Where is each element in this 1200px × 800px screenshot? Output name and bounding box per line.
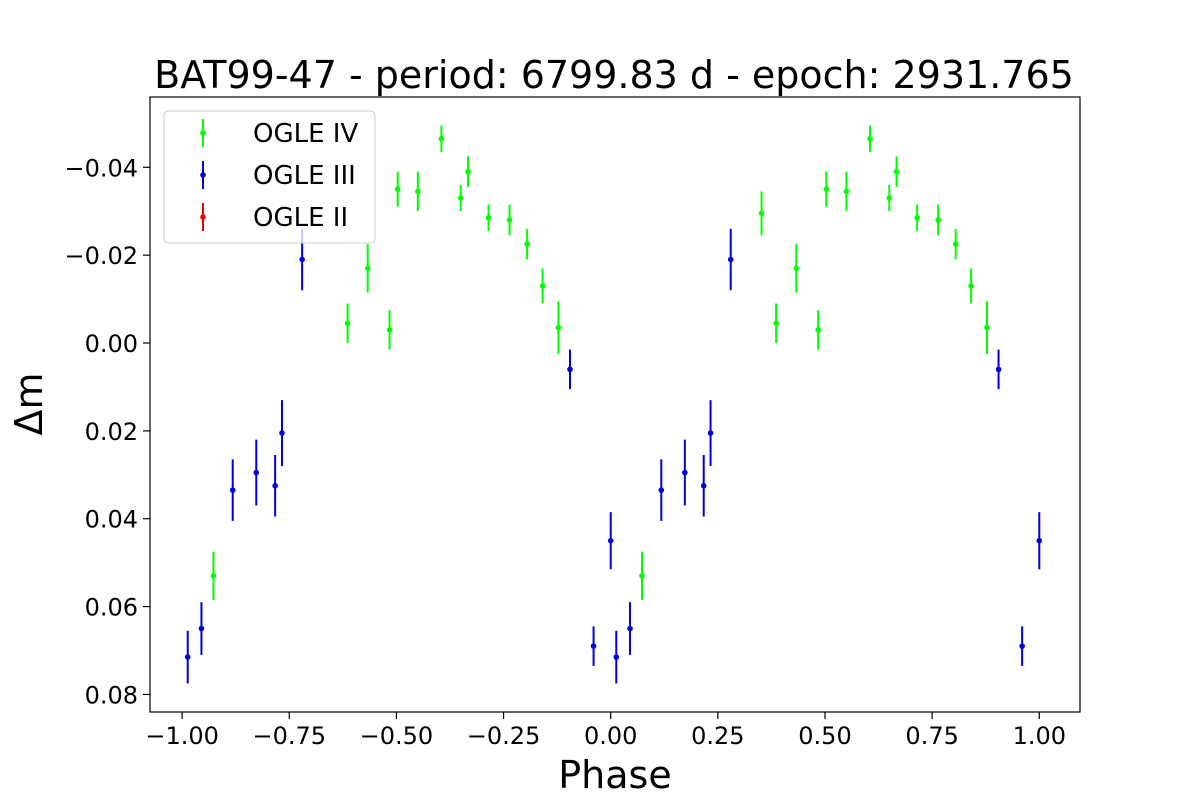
legend-label: OGLE IV: [253, 119, 358, 149]
data-point: [613, 654, 620, 660]
x-tick-label: −0.25: [467, 722, 541, 750]
y-tick-label: −0.02: [64, 242, 138, 270]
x-tick-label: −0.50: [360, 722, 434, 750]
data-point: [867, 135, 873, 142]
data-point: [299, 256, 305, 263]
data-point: [485, 215, 492, 221]
data-point: [823, 186, 830, 193]
data-point: [184, 654, 191, 660]
data-point: [658, 487, 665, 493]
data-point: [886, 195, 893, 201]
data-point: [1036, 537, 1043, 544]
x-axis-label: Phase: [558, 753, 671, 797]
data-point: [707, 430, 714, 436]
x-axis: −1.00 −0.75 −0.50 −0.25 0.00 0.25 0.50 0.75 1.00: [145, 712, 1066, 750]
data-point: [727, 256, 734, 263]
legend-marker-dot: [200, 172, 206, 178]
x-tick-label: −0.75: [253, 722, 327, 750]
data-point: [210, 573, 217, 579]
data-point: [386, 327, 393, 333]
plot-area: [184, 125, 1043, 684]
data-point: [935, 217, 941, 223]
data-point: [700, 482, 707, 489]
legend-frame: [163, 110, 376, 244]
y-tick-label: 0.04: [85, 506, 138, 534]
x-tick-label: 0.50: [798, 722, 851, 750]
x-tick-label: 0.00: [584, 722, 637, 750]
data-point: [773, 320, 779, 327]
data-point: [1019, 643, 1025, 649]
data-point: [984, 324, 990, 331]
data-point: [793, 265, 800, 272]
data-point: [567, 366, 573, 373]
x-tick-label: −1.00: [145, 722, 219, 750]
series-ogle-iv: [210, 125, 990, 600]
data-point: [893, 168, 900, 175]
data-point: [607, 537, 614, 544]
data-point: [524, 241, 530, 247]
data-point: [815, 327, 821, 333]
data-point: [682, 469, 688, 476]
legend-item-ogle-iv: OGLE IV: [200, 119, 358, 149]
data-point: [465, 168, 471, 175]
data-point: [344, 320, 351, 327]
series-ogle-iii: [184, 228, 1043, 684]
data-point: [968, 283, 974, 289]
data-point: [555, 324, 562, 331]
data-point: [506, 217, 513, 223]
data-point: [457, 195, 464, 201]
data-point: [914, 215, 920, 221]
y-tick-label: −0.04: [64, 154, 138, 182]
x-tick-label: 0.25: [691, 722, 744, 750]
y-axis: −0.04 −0.02 0.00 0.02 0.04 0.06 0.08: [64, 154, 150, 709]
data-point: [758, 210, 765, 217]
data-point: [995, 366, 1002, 373]
y-tick-label: 0.00: [85, 330, 138, 358]
plot-frame: [149, 96, 1081, 713]
data-point: [639, 573, 645, 579]
data-point: [394, 186, 401, 193]
legend-item-ogle-iii: OGLE III: [200, 161, 356, 191]
legend: OGLE IV OGLE III OGLE II: [163, 110, 376, 244]
legend-label: OGLE II: [253, 203, 348, 233]
data-point: [198, 625, 205, 632]
y-tick-label: 0.08: [85, 681, 138, 709]
data-point: [539, 283, 546, 289]
legend-marker-dot: [200, 130, 206, 136]
data-point: [627, 625, 633, 632]
chart-title: BAT99-47 - period: 6799.83 d - epoch: 29…: [154, 53, 1074, 97]
x-tick-label: 0.75: [905, 722, 958, 750]
data-point: [415, 188, 421, 195]
data-point: [253, 469, 260, 476]
data-point: [272, 482, 278, 489]
data-point: [952, 241, 959, 247]
data-point: [590, 643, 597, 649]
data-point: [229, 487, 236, 493]
y-axis-label: Δm: [7, 372, 51, 435]
y-tick-label: 0.02: [85, 418, 138, 446]
legend-item-ogle-ii: OGLE II: [200, 203, 348, 233]
legend-label: OGLE III: [253, 161, 356, 191]
data-point: [279, 430, 285, 436]
y-tick-label: 0.06: [85, 594, 138, 622]
data-point: [438, 135, 445, 142]
x-tick-label: 1.00: [1013, 722, 1066, 750]
legend-marker-dot: [200, 214, 206, 220]
data-point: [843, 188, 850, 195]
data-point: [364, 265, 371, 272]
